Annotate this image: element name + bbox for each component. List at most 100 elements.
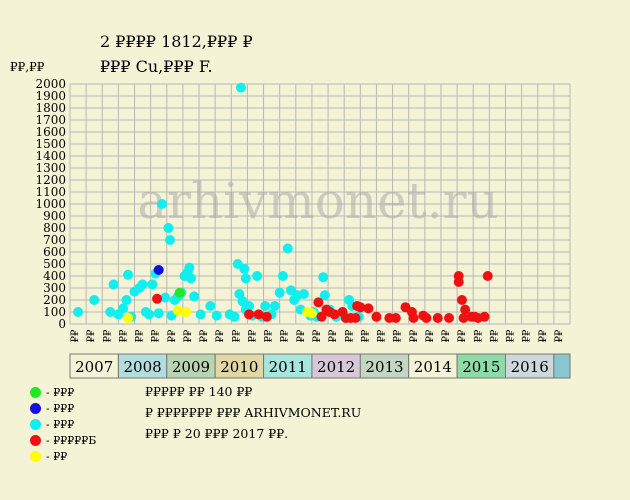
x-tick-label: ₽₽ [425,330,436,343]
data-point [137,279,148,290]
notes: ₽₽₽₽₽ ₽₽ 140 ₽₽ ₽ ₽₽₽₽₽₽₽ ₽₽₽ ARHIVMONET… [145,384,361,447]
y-tick-label: 0 [58,317,66,331]
data-point [153,308,164,319]
y-tick-label: 800 [43,221,66,235]
legend-item: - ₽₽₽ [30,416,96,432]
x-tick-label: ₽₽ [538,330,549,343]
y-tick-label: 900 [43,209,66,223]
data-point [444,313,455,323]
data-point [123,313,134,323]
legend-dot-yellow [30,450,41,462]
data-point [269,301,280,311]
data-point [261,311,272,322]
x-tick-label: ₽₽ [506,330,517,343]
data-point [421,313,432,323]
x-tick-label: ₽₽ [86,330,97,343]
data-point [205,301,216,311]
data-point [121,295,132,305]
data-point [229,311,240,322]
data-point [313,297,324,308]
data-point [482,271,493,281]
x-tick-label: ₽₽ [393,330,404,343]
year-cell [504,353,555,379]
data-point [458,313,469,323]
y-tick-label: 1200 [35,173,66,187]
y-tick-label: 2000 [35,77,66,91]
x-tick-label: ₽₽ [360,330,371,343]
year-label: 2008 [123,358,161,376]
data-point [174,287,185,298]
y-tick-label: 1600 [35,125,66,139]
y-tick-label: 1300 [35,161,66,175]
data-point [235,82,246,93]
data-point [456,295,467,305]
legend-label: - ₽₽₽ [46,385,75,399]
y-tick-label: 1800 [35,101,66,115]
data-point [316,311,327,322]
data-point [239,263,250,274]
x-tick-label: ₽₽ [377,330,388,343]
year-cell [359,353,410,379]
legend-dot-green [30,386,41,398]
x-tick-label: ₽₽ [151,330,162,343]
x-tick-label: ₽₽ [183,330,194,343]
data-point [73,307,84,317]
x-tick-label: ₽₽ [409,330,420,343]
x-tick-label: ₽₽ [247,330,258,343]
data-point [165,235,175,245]
note-line: ₽ ₽₽₽₽₽₽₽ ₽₽₽ ARHIVMONET.RU [145,405,362,420]
data-point [89,295,100,305]
year-cell [117,353,168,379]
data-point [363,303,374,314]
data-point [355,302,366,313]
data-point [237,296,248,307]
year-label: 2010 [220,358,258,376]
data-point [253,309,264,320]
data-point [195,309,206,320]
legend-item: - ₽₽₽ [30,400,96,416]
data-point [432,313,443,323]
watermark: arhivmonet.ru [137,172,499,230]
legend-label: - ₽₽₽₽₽Б [46,433,97,447]
y-tick-label: 300 [43,281,66,295]
data-point [260,301,271,311]
year-label: 2007 [75,358,113,376]
data-point [460,304,471,315]
legend-item: - ₽₽₽₽₽Б [30,432,96,448]
x-tick-label: ₽₽ [473,330,484,343]
data-point [318,272,329,283]
data-point [350,313,361,323]
y-tick-label: 1700 [35,113,66,127]
data-point [185,273,196,284]
year-label: 2011 [269,358,307,376]
year-label: 2014 [414,358,452,376]
data-point [319,290,330,301]
year-cell-extra [553,353,571,379]
x-tick-label: ₽₽ [102,330,113,343]
year-label: 2016 [511,358,549,376]
y-axis-label: ₽₽,₽₽ [10,60,45,74]
x-tick-label: ₽₽ [231,330,242,343]
y-tick-label: 1400 [35,149,66,163]
data-point [211,310,222,321]
y-tick-label: 1100 [35,185,66,199]
data-point [189,291,200,302]
x-tick-label: ₽₽ [70,330,81,343]
data-point [105,307,116,317]
note-line: ₽₽₽ ₽ 20 ₽₽₽ 2017 ₽₽. [145,426,289,441]
data-point [163,223,174,233]
data-point [123,269,134,280]
legend-dot-blue [30,402,41,414]
y-tick-label: 400 [43,269,66,283]
legend-label: - ₽₽₽ [46,417,75,431]
year-cell [214,353,265,379]
x-tick-label: ₽₽ [554,330,565,343]
data-point [144,309,155,320]
year-cell [166,353,216,379]
x-tick-label: ₽₽ [280,330,291,343]
legend-label: - ₽₽₽ [46,401,75,415]
data-point [277,271,288,281]
x-tick-label: ₽₽ [457,330,468,343]
legend: - ₽₽₽ - ₽₽₽ - ₽₽₽ - ₽₽₽₽₽Б - ₽₽ [30,384,96,464]
